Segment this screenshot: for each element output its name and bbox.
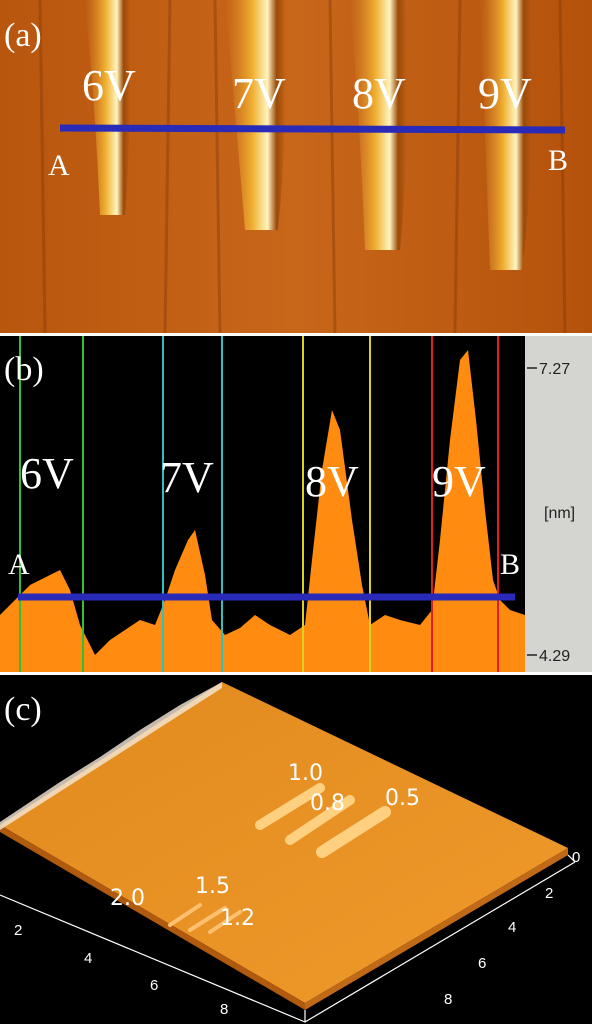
- start-label: A: [8, 548, 30, 581]
- axis-tick-label: 4: [508, 919, 516, 936]
- axis-tick-label: 4: [84, 950, 92, 967]
- line-label: 1.0: [288, 761, 323, 786]
- line-8v: [350, 0, 407, 250]
- scale-bottom: 4.29: [539, 648, 570, 665]
- line-label: 2.0: [110, 886, 145, 911]
- height-profile: [0, 350, 525, 672]
- line-label: 1.2: [220, 906, 255, 931]
- panel-c: (c) 1.0 0.8 0.5 2.0 1.5 1.2 2 4 6 8 0 2 …: [0, 675, 592, 1024]
- line-label: 1.5: [195, 874, 230, 899]
- axes-box: [0, 854, 576, 1023]
- axis-tick-label: 0: [572, 849, 580, 866]
- voltage-label: 8V: [305, 457, 359, 506]
- panel-label: (c): [4, 691, 42, 728]
- panel-label: (b): [4, 351, 44, 388]
- voltage-label: 7V: [160, 453, 214, 502]
- voltage-label: 9V: [478, 69, 532, 118]
- start-label: A: [48, 149, 70, 182]
- voltage-label: 6V: [20, 449, 74, 498]
- line-label: 0.5: [385, 786, 420, 811]
- panel-label: (a): [4, 17, 42, 54]
- line-7v: [225, 0, 286, 230]
- end-label: B: [500, 548, 520, 581]
- surface-edge: [305, 848, 568, 1010]
- axis-tick-label: 2: [14, 922, 22, 939]
- profile-line: [59, 124, 566, 134]
- voltage-label: 8V: [352, 69, 406, 118]
- scale-top: 7.27: [539, 361, 570, 378]
- voltage-label: 9V: [432, 457, 486, 506]
- scale-bar: [525, 336, 592, 672]
- written-lines: [168, 783, 391, 934]
- panel-b: (b) 6V 7V 8V 9V A B 7.27 [nm] 4.29: [0, 336, 592, 672]
- axis-tick-label: 6: [150, 977, 158, 994]
- line-label: 0.8: [310, 791, 345, 816]
- boundary-lines: [19, 336, 499, 672]
- axis-tick-label: 8: [444, 991, 452, 1008]
- texture: [38, 0, 567, 334]
- line-9v: [480, 0, 532, 270]
- voltage-label: 6V: [82, 61, 136, 110]
- axis-tick-label: 6: [478, 955, 486, 972]
- scale-unit: [nm]: [544, 505, 575, 522]
- surface: [0, 682, 568, 1003]
- axis-tick-label: 2: [545, 885, 553, 902]
- end-label: B: [548, 144, 568, 177]
- edge-ridge: [0, 682, 222, 830]
- panel-a: (a) 6V 7V 8V 9V A B: [0, 0, 592, 334]
- voltage-label: 7V: [232, 69, 286, 118]
- line-6v: [85, 0, 131, 215]
- axis-tick-label: 8: [220, 1001, 228, 1018]
- surface-edge: [0, 825, 305, 1010]
